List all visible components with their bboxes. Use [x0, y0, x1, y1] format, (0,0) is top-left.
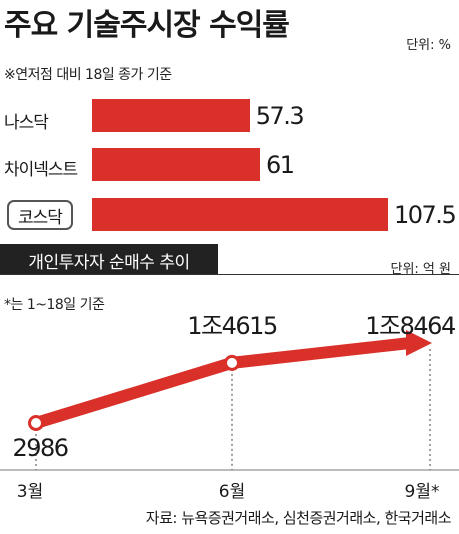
data-point-1 [224, 354, 240, 371]
category-label-chinext: 차이넥스트 [4, 160, 78, 180]
value-label-0: 2986 [12, 434, 67, 462]
x-tick-label-0: 3월 [17, 482, 43, 502]
x-tick-label-2: 9월* [405, 482, 440, 502]
bottom-unit-label: 단위: 억 원 [390, 262, 452, 277]
category-label-nasdaq: 나스닥 [4, 113, 49, 133]
data-point-0 [28, 415, 44, 431]
source-note: 자료: 뉴욕증권거래소, 심천증권거래소, 한국거래소 [145, 509, 452, 527]
category-label-kosdaq: 코스닥 [18, 208, 63, 228]
section-tab [0, 244, 218, 274]
value-label-1: 1조4615 [187, 312, 277, 340]
series-line [34, 337, 411, 429]
section-divider [0, 274, 459, 275]
value-label-chinext: 61 [265, 151, 295, 179]
bottom-note: *는 1~18일 기준 [4, 297, 105, 313]
section-tab-label: 개인투자자 순매수 추이 [28, 253, 190, 273]
top-note: ※연저점 대비 18일 종가 기준 [4, 67, 172, 83]
chart-title: 주요 기술주시장 수익률 [4, 8, 290, 43]
value-label-2: 1조8464 [365, 312, 455, 340]
bar-nasdaq [92, 99, 250, 132]
highlight-box [7, 200, 73, 230]
top-unit-label: 단위: % [406, 38, 451, 53]
bar-chinext [92, 148, 260, 181]
bar-kosdaq [92, 198, 388, 231]
series-arrowhead [406, 330, 432, 356]
value-label-nasdaq: 57.3 [255, 102, 305, 130]
value-label-kosdaq: 107.5 [394, 201, 457, 229]
x-tick-label-1: 6월 [219, 482, 245, 502]
